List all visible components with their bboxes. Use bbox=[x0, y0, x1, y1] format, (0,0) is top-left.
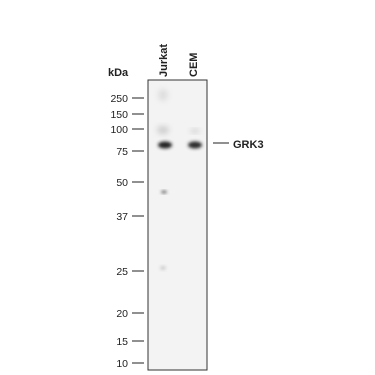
band bbox=[158, 141, 172, 149]
band bbox=[188, 141, 202, 149]
smear bbox=[157, 126, 169, 134]
band bbox=[161, 190, 167, 194]
smear bbox=[190, 129, 200, 133]
lane-label: CEM bbox=[188, 53, 200, 77]
marker-label: 150 bbox=[110, 109, 128, 121]
marker-label: 100 bbox=[110, 124, 128, 136]
smear bbox=[160, 266, 166, 270]
marker-label: 250 bbox=[110, 93, 128, 105]
unit-label: kDa bbox=[108, 67, 129, 79]
blot-membrane bbox=[147, 79, 208, 371]
marker-label: 10 bbox=[116, 358, 128, 370]
smear bbox=[158, 89, 168, 101]
lane-label: Jurkat bbox=[158, 44, 170, 77]
marker-label: 37 bbox=[116, 211, 128, 223]
marker-label: 50 bbox=[116, 177, 128, 189]
marker-label: 20 bbox=[116, 308, 128, 320]
band-label: GRK3 bbox=[233, 139, 264, 151]
marker-label: 75 bbox=[116, 146, 128, 158]
marker-label: 15 bbox=[116, 336, 128, 348]
marker-label: 25 bbox=[116, 266, 128, 278]
